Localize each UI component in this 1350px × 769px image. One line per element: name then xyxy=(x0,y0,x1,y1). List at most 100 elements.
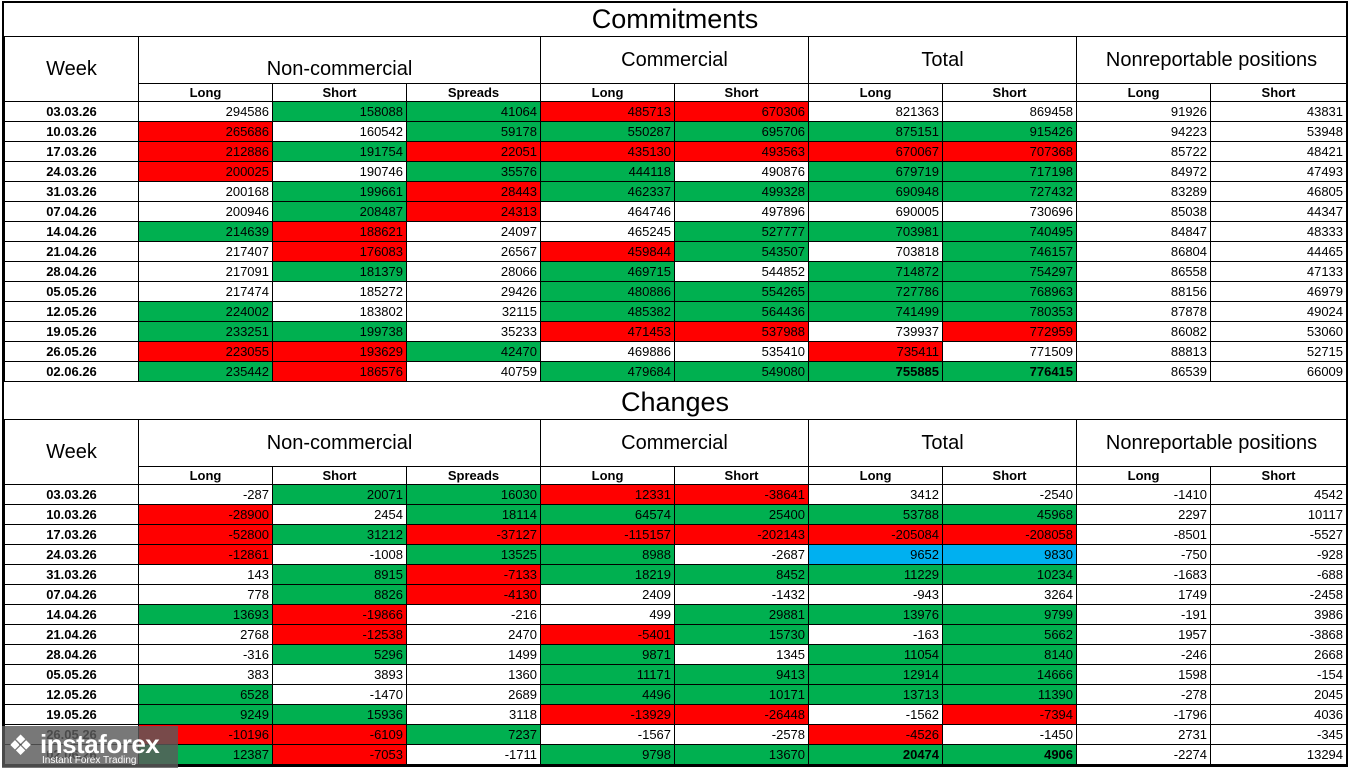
value-cell: 25400 xyxy=(674,504,810,525)
watermark-tagline: Instant Forex Trading xyxy=(42,755,137,766)
value-cell: 727786 xyxy=(808,281,944,302)
value-cell: -6109 xyxy=(272,724,407,745)
week-cell: 02.06.26 xyxy=(4,361,139,382)
value-cell: 537988 xyxy=(674,321,810,342)
value-cell: 35233 xyxy=(405,321,542,342)
value-cell: 224002 xyxy=(138,301,273,322)
value-cell: 703818 xyxy=(808,241,944,262)
value-cell: 485382 xyxy=(540,301,676,322)
value-cell: -208058 xyxy=(942,524,1078,545)
value-cell: 8988 xyxy=(540,544,676,565)
column-header: Short xyxy=(1210,466,1348,485)
value-cell: 493563 xyxy=(674,141,810,162)
value-cell: -154 xyxy=(1210,664,1348,685)
value-cell: 143 xyxy=(138,564,273,585)
value-cell: 217474 xyxy=(138,281,273,302)
value-cell: 20474 xyxy=(808,744,944,765)
value-cell: 217091 xyxy=(138,261,273,282)
value-cell: -28900 xyxy=(138,504,273,525)
value-cell: 690948 xyxy=(808,181,944,202)
value-cell: 768963 xyxy=(942,281,1078,302)
value-cell: 535410 xyxy=(674,341,810,362)
value-cell: 208487 xyxy=(272,201,407,222)
week-cell: 14.04.26 xyxy=(4,221,139,242)
value-cell: -26448 xyxy=(674,704,810,725)
week-cell: 03.03.26 xyxy=(4,484,139,505)
value-cell: 20071 xyxy=(272,484,407,505)
column-header: Spreads xyxy=(405,466,542,485)
value-cell: 875151 xyxy=(808,121,944,142)
group-header: Nonreportable positions xyxy=(1076,419,1348,467)
value-cell: 746157 xyxy=(942,241,1078,262)
value-cell: 85038 xyxy=(1076,201,1212,222)
value-cell: -2458 xyxy=(1210,584,1348,605)
week-cell: 17.03.26 xyxy=(4,524,139,545)
value-cell: 3893 xyxy=(272,664,407,685)
value-cell: 444118 xyxy=(540,161,676,182)
value-cell: 29881 xyxy=(674,604,810,625)
value-cell: 703981 xyxy=(808,221,944,242)
value-cell: 459844 xyxy=(540,241,676,262)
value-cell: 679719 xyxy=(808,161,944,182)
value-cell: 200025 xyxy=(138,161,273,182)
value-cell: 14666 xyxy=(942,664,1078,685)
value-cell: 22051 xyxy=(405,141,542,162)
table-row: 21.04.26 2768 -12538 2470 -5401 15730 -163 5662… xyxy=(4,624,1348,645)
instaforex-watermark: ❖ instaforex Instant Forex Trading xyxy=(2,726,178,768)
value-cell: 6528 xyxy=(138,684,273,705)
value-cell: -928 xyxy=(1210,544,1348,565)
value-cell: 3264 xyxy=(942,584,1078,605)
changes-table: Week Non-commercial Commercial Total Nonrepo… xyxy=(4,419,1348,765)
value-cell: 544852 xyxy=(674,261,810,282)
value-cell: -316 xyxy=(138,644,273,665)
table-row: 28.04.26 -316 5296 1499 9871 1345 11054 8140 -24… xyxy=(4,644,1348,665)
value-cell: 16030 xyxy=(405,484,542,505)
value-cell: 46805 xyxy=(1210,181,1348,202)
group-header: Total xyxy=(808,419,1078,467)
value-cell: 9830 xyxy=(942,544,1078,565)
value-cell: 695706 xyxy=(674,121,810,142)
value-cell: 86558 xyxy=(1076,261,1212,282)
week-cell: 28.04.26 xyxy=(4,261,139,282)
value-cell: 94223 xyxy=(1076,121,1212,142)
table-row: 02.06.2612387-7053-171197981367020474490… xyxy=(4,744,1348,765)
value-cell: 49024 xyxy=(1210,301,1348,322)
value-cell: 1345 xyxy=(674,644,810,665)
week-header: Week xyxy=(4,36,139,102)
value-cell: -1683 xyxy=(1076,564,1212,585)
table-row: 07.04.26 778 8826 -4130 2409 -1432 -943 3264 174… xyxy=(4,584,1348,605)
value-cell: 28443 xyxy=(405,181,542,202)
value-cell: 88156 xyxy=(1076,281,1212,302)
value-cell: 469886 xyxy=(540,341,676,362)
week-cell: 21.04.26 xyxy=(4,241,139,262)
value-cell: 199661 xyxy=(272,181,407,202)
value-cell: 32115 xyxy=(405,301,542,322)
value-cell: 755885 xyxy=(808,361,944,382)
value-cell: 43831 xyxy=(1210,101,1348,122)
group-header: Nonreportable positions xyxy=(1076,36,1348,84)
column-header: Long xyxy=(808,466,944,485)
value-cell: -4526 xyxy=(808,724,944,745)
week-cell: 24.03.26 xyxy=(4,544,139,565)
table-row: 14.04.26 214639 188621 24097 465245 527777 703… xyxy=(4,221,1348,242)
value-cell: 85722 xyxy=(1076,141,1212,162)
table-row: 12.05.26 224002 183802 32115 485382 564436 741… xyxy=(4,301,1348,322)
table-row: 19.05.26 9249 15936 3118 -13929 -26448 -1562 -7… xyxy=(4,704,1348,725)
table-row: 24.03.26 200025 190746 35576 444118 490876 679… xyxy=(4,161,1348,182)
value-cell: 471453 xyxy=(540,321,676,342)
value-cell: 13693 xyxy=(138,604,273,625)
value-cell: 550287 xyxy=(540,121,676,142)
table-row: 17.03.26 -52800 31212 -37127 -115157 -202143-… xyxy=(4,524,1348,545)
value-cell: 183802 xyxy=(272,301,407,322)
value-cell: 11390 xyxy=(942,684,1078,705)
value-cell: -115157 xyxy=(540,524,676,545)
value-cell: 2297 xyxy=(1076,504,1212,525)
value-cell: 35576 xyxy=(405,161,542,182)
value-cell: 191754 xyxy=(272,141,407,162)
value-cell: -12861 xyxy=(138,544,273,565)
value-cell: 2045 xyxy=(1210,684,1348,705)
value-cell: 52715 xyxy=(1210,341,1348,362)
value-cell: 53788 xyxy=(808,504,944,525)
value-cell: -19866 xyxy=(272,604,407,625)
